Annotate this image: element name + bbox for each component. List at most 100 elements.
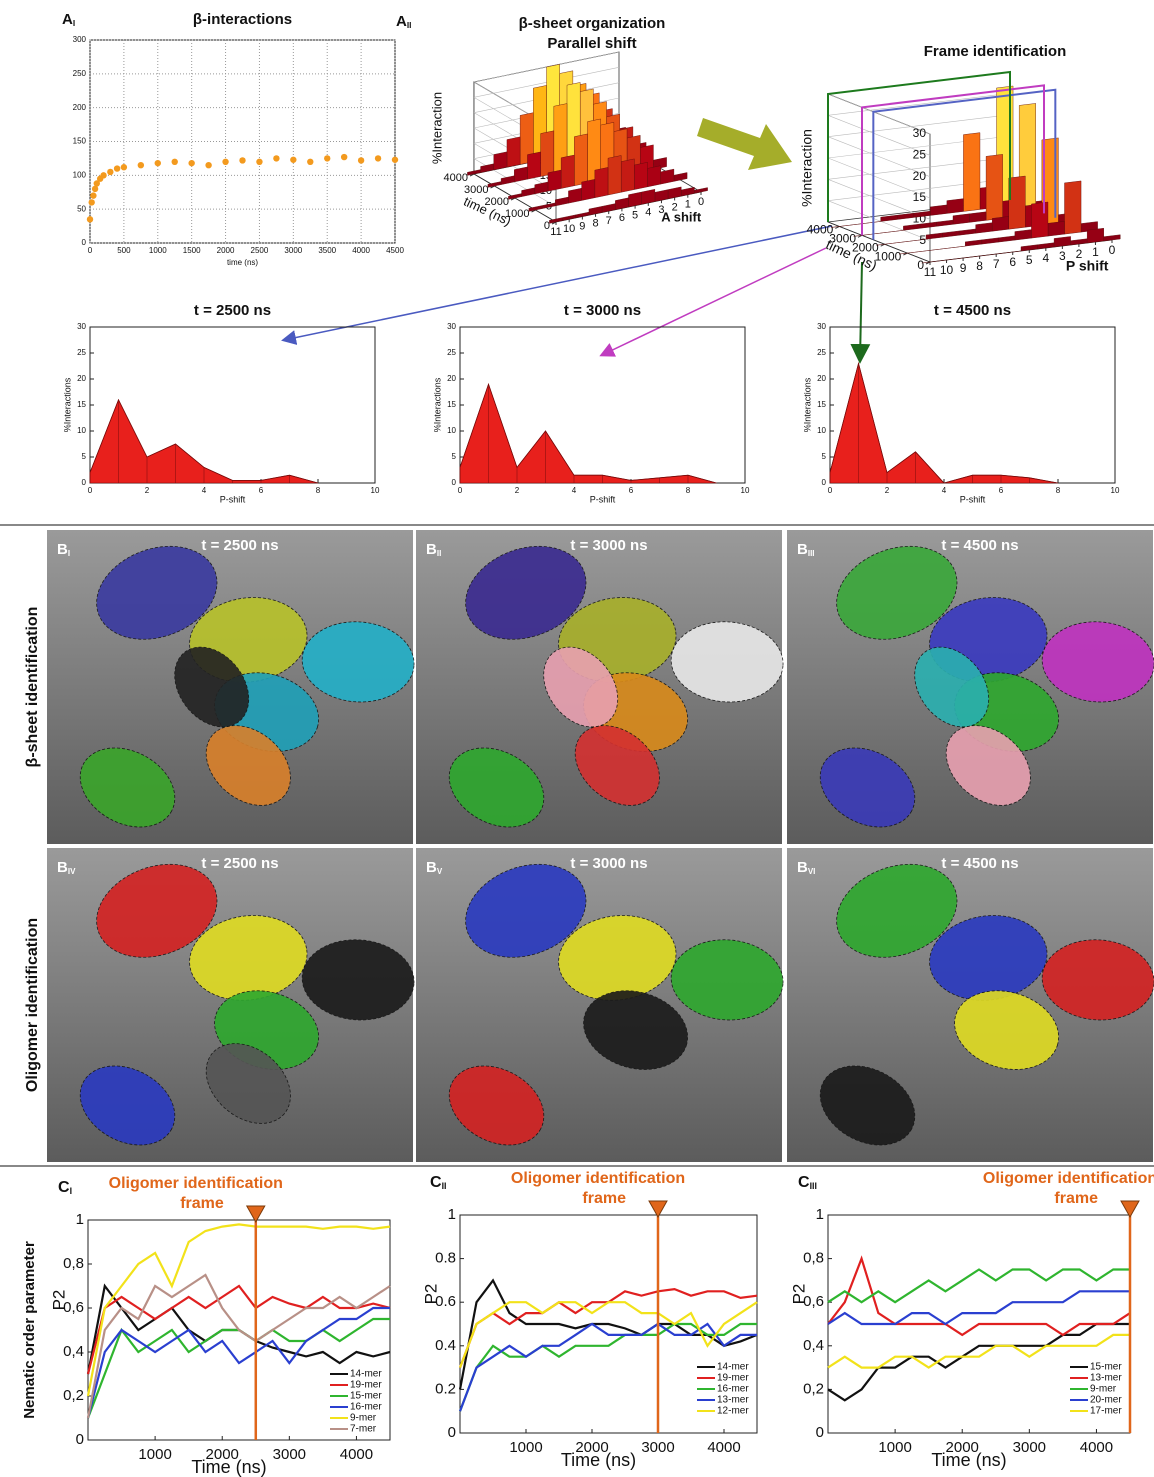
surface-cell	[1065, 181, 1082, 234]
chart-title: t = 3000 ns	[564, 302, 641, 319]
y-tick-label: 5	[82, 452, 87, 461]
surface-cell	[648, 166, 661, 187]
y-tick-label: 0.8	[435, 1250, 456, 1267]
x-tick-label: 3500	[318, 246, 336, 255]
chart-title: t = 2500 ns	[194, 302, 271, 319]
y-axis-label: %Interactions	[62, 377, 72, 432]
z-axis-label: %Interaction	[429, 92, 444, 164]
x-tick-label: 6	[259, 486, 264, 495]
panel-label-letter: A	[396, 13, 407, 30]
data-point	[358, 157, 364, 163]
surface-cell	[574, 134, 587, 186]
surface-cell	[582, 179, 595, 200]
chart-subtitle: Parallel shift	[547, 35, 636, 52]
panel-label-sub: III	[810, 1181, 817, 1191]
x-tick-label: 2500	[251, 246, 269, 255]
y-axis-label: P2	[789, 1284, 808, 1305]
x-tick-label: 10	[741, 486, 750, 495]
legend-label: 13-mer	[717, 1395, 749, 1406]
y-tick-label: 300	[73, 35, 87, 44]
annotation: Oligomer identification	[109, 1175, 283, 1192]
y-tick-label: 15	[77, 400, 86, 409]
y-axis-label: P2	[421, 1284, 440, 1305]
surface-cell	[527, 152, 540, 179]
legend-label: 16-mer	[717, 1384, 749, 1395]
y-tick-label: 0,4	[63, 1343, 84, 1360]
surface-cell	[589, 206, 602, 215]
x-axis-label: P-shift	[960, 494, 986, 504]
y-tick-label: 100	[73, 170, 87, 179]
x-tick-label: 5	[632, 209, 638, 221]
x-tick-label: 4	[1042, 251, 1049, 265]
frame-arrow	[860, 262, 862, 360]
data-point	[87, 216, 93, 222]
surface-cell	[963, 133, 980, 212]
panel-label-letter: B	[57, 859, 68, 876]
x-tick-label: 8	[976, 259, 983, 273]
x-tick-label: 4	[942, 486, 947, 495]
image-title: t = 3000 ns	[570, 855, 647, 872]
panel-label: CII	[430, 1174, 446, 1191]
y-tick-label: 0,4	[803, 1337, 824, 1354]
panel-label: AI	[62, 11, 75, 28]
y-tick-label: 30	[817, 322, 826, 331]
data-point	[107, 169, 113, 175]
image-title: t = 2500 ns	[201, 537, 278, 554]
surface-cell	[541, 131, 554, 177]
legend-label: 19-mer	[350, 1380, 382, 1391]
y-tick-label: 50	[77, 204, 86, 213]
x-axis-label: P shift	[1066, 258, 1109, 274]
y-tick-label: 0,8	[63, 1255, 84, 1272]
surface-cell	[965, 240, 982, 246]
y-tick-label: 250	[73, 69, 87, 78]
x-tick-label: 6	[1009, 255, 1016, 269]
legend-label: 20-mer	[1090, 1395, 1122, 1406]
x-axis-label: P-shift	[590, 494, 616, 504]
legend-label: 14-mer	[717, 1362, 749, 1373]
y-tick-label: 1000	[875, 249, 902, 263]
x-tick-label: 4000	[340, 1446, 373, 1463]
x-tick-label: 3000	[641, 1439, 674, 1456]
surface-cell	[661, 169, 674, 184]
y-tick-label: 10	[447, 426, 456, 435]
data-point	[121, 164, 127, 170]
panel-label-sub: I	[68, 549, 70, 558]
data-point	[222, 159, 228, 165]
y-tick-label: 0.2	[435, 1380, 456, 1397]
data-point	[90, 192, 96, 198]
panel-label-letter: B	[57, 541, 68, 558]
x-tick-label: 4000	[1080, 1439, 1113, 1456]
surface-cell	[1021, 245, 1038, 251]
x-tick-label: 3000	[1013, 1439, 1046, 1456]
data-point	[155, 160, 161, 166]
surface-cell	[681, 187, 694, 196]
surface-cell	[986, 154, 1003, 220]
surface-cell	[668, 187, 681, 199]
y-axis-label: P2	[49, 1290, 68, 1311]
surface-cell	[655, 190, 668, 202]
surface-cell	[982, 238, 999, 244]
panel-label-letter: B	[426, 859, 437, 876]
surface-cell	[602, 204, 615, 213]
panel-label-letter: B	[797, 541, 808, 558]
x-tick-label: 11	[924, 265, 937, 279]
x-tick-label: 8	[686, 486, 691, 495]
y-tick-label: 25	[447, 348, 456, 357]
legend-label: 17-mer	[1090, 1406, 1122, 1417]
chart-title: Frame identification	[924, 43, 1067, 60]
panel-label-letter: B	[797, 859, 808, 876]
z-tick-label: 20	[913, 169, 927, 183]
x-tick-label: 1500	[183, 246, 201, 255]
x-axis-label: P-shift	[220, 494, 246, 504]
x-tick-label: 2000	[217, 246, 235, 255]
x-tick-label: 7	[606, 215, 612, 227]
surface-cell	[976, 223, 993, 234]
annotation: Oligomer identification	[511, 1170, 685, 1187]
surface-cell	[561, 155, 574, 188]
y-tick-label: 10	[817, 426, 826, 435]
y-tick-label: 5	[452, 452, 457, 461]
x-tick-label: 9	[579, 220, 585, 232]
x-tick-label: 500	[117, 246, 131, 255]
surface-cell	[555, 197, 568, 206]
series-line	[88, 1319, 390, 1418]
